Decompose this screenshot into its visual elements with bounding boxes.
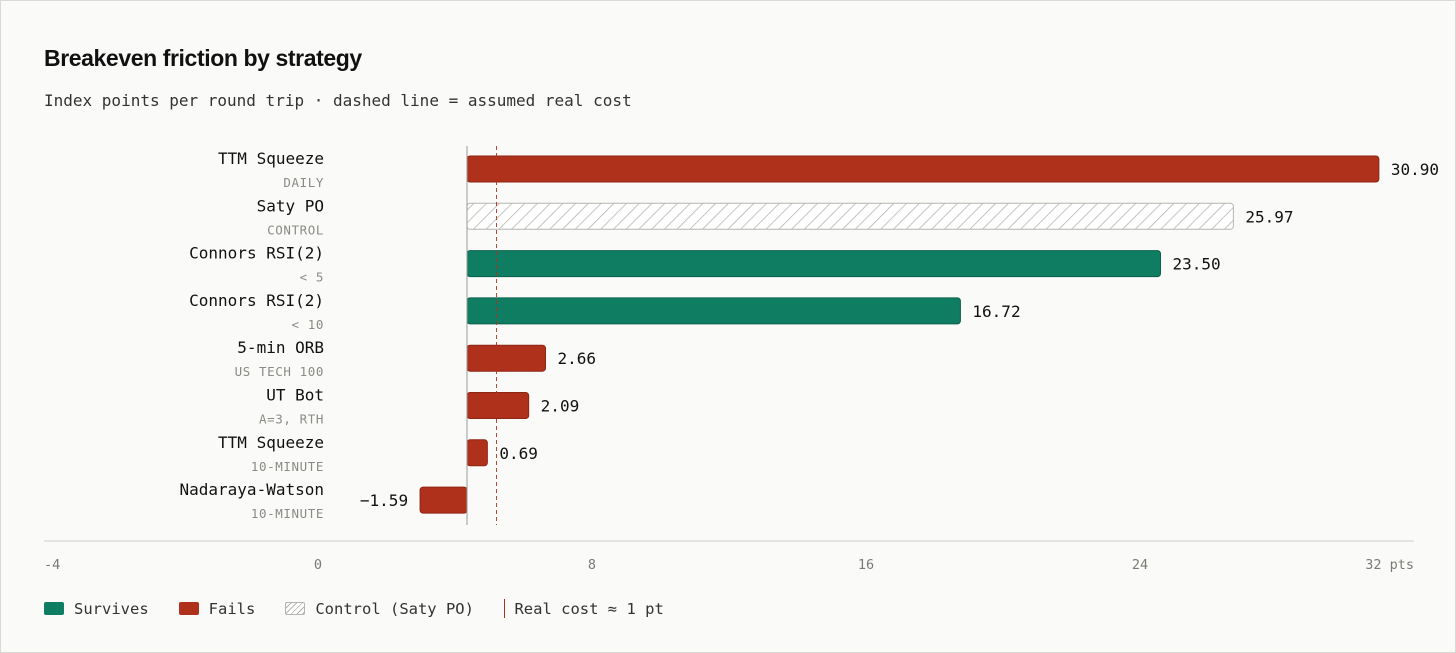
category-label: TTM Squeeze xyxy=(218,433,324,452)
value-label: 30.90 xyxy=(1391,160,1439,179)
category-label: TTM Squeeze xyxy=(218,149,324,168)
value-label: −1.59 xyxy=(360,491,408,510)
category-sublabel: CONTROL xyxy=(267,222,324,237)
x-tick-label: 24 xyxy=(1132,557,1148,573)
x-tick-label: -4 xyxy=(44,557,60,573)
bar-6 xyxy=(466,439,488,467)
chart-subtitle: Index points per round trip · dashed lin… xyxy=(44,91,632,110)
value-label: 16.72 xyxy=(972,302,1020,321)
bars-layer xyxy=(419,155,1380,514)
category-label: Connors RSI(2) xyxy=(189,291,324,310)
category-sublabel: < 10 xyxy=(291,317,324,332)
bar-1 xyxy=(466,202,1234,230)
value-labels-layer: 30.90 25.97 23.50 16.72 2.66 2.09 0.69 −1.59 xyxy=(360,160,1439,510)
value-label: 23.50 xyxy=(1172,255,1220,274)
category-sublabel: A=3, RTH xyxy=(259,412,324,427)
legend-item-survives: Survives xyxy=(44,600,149,618)
legend-item-control: Control (Saty PO) xyxy=(285,600,474,618)
category-sublabel: 10-MINUTE xyxy=(251,506,324,521)
legend-survives-label: Survives xyxy=(74,599,149,618)
legend-item-real-cost: Real cost ≈ 1 pt xyxy=(503,599,664,618)
category-label: 5-min ORB xyxy=(237,338,324,357)
bar-0 xyxy=(466,155,1380,183)
legend-real-cost-label: Real cost ≈ 1 pt xyxy=(514,599,664,618)
value-label: 2.09 xyxy=(541,397,580,416)
bar-2 xyxy=(466,250,1161,278)
bar-5 xyxy=(466,392,530,419)
survives-swatch xyxy=(44,602,64,615)
value-label: 0.69 xyxy=(499,444,538,463)
legend: Survives Fails Control (Saty PO) Real co… xyxy=(44,599,694,618)
legend-control-label: Control (Saty PO) xyxy=(315,599,474,618)
control-swatch xyxy=(285,602,306,615)
x-tick-label: 8 xyxy=(588,557,596,573)
bar-3 xyxy=(466,297,961,325)
x-tick-label: 32 pts xyxy=(1365,557,1414,573)
legend-fails-label: Fails xyxy=(208,599,256,618)
category-label: UT Bot xyxy=(266,386,324,405)
category-sublabel: US TECH 100 xyxy=(235,364,324,379)
legend-item-fails: Fails xyxy=(178,599,256,618)
x-axis: -4 0 8 16 24 32 pts xyxy=(44,146,1414,573)
x-tick-label: 16 xyxy=(858,557,874,573)
category-sublabel: < 5 xyxy=(300,270,324,285)
bar-7 xyxy=(419,486,468,514)
chart-title: Breakeven friction by strategy xyxy=(44,45,362,71)
category-label: Nadaraya-Watson xyxy=(180,480,325,499)
x-tick-label: 0 xyxy=(314,557,322,573)
value-label: 2.66 xyxy=(557,349,596,368)
category-label: Connors RSI(2) xyxy=(189,244,324,263)
category-label: Saty PO xyxy=(257,196,324,215)
category-sublabel: DAILY xyxy=(283,175,324,190)
real-cost-marker xyxy=(503,599,506,618)
bar-4 xyxy=(466,344,546,372)
bar-chart: TTM Squeeze DAILY Saty PO CONTROL Connors RS… xyxy=(44,146,1439,573)
fails-swatch xyxy=(178,602,199,615)
category-labels-layer: TTM Squeeze DAILY Saty PO CONTROL Connors RS… xyxy=(180,149,325,521)
category-sublabel: 10-MINUTE xyxy=(251,459,324,474)
value-label: 25.97 xyxy=(1245,207,1293,226)
